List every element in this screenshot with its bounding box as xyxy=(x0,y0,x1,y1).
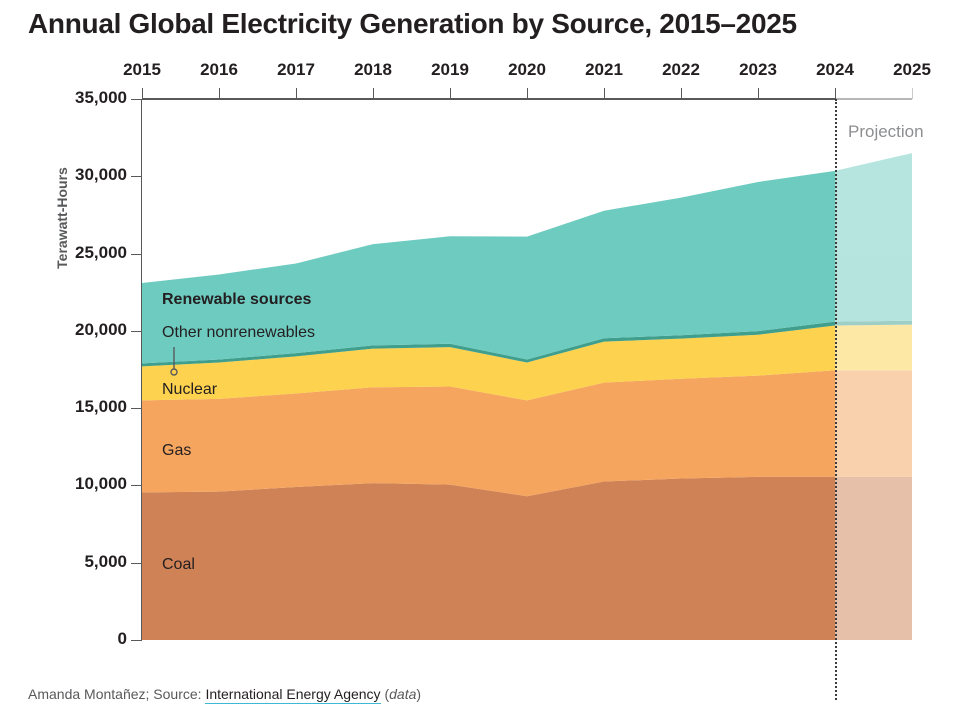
x-axis-tick-label: 2023 xyxy=(739,60,777,79)
y-axis-tick xyxy=(131,640,141,641)
x-axis-tick xyxy=(912,88,913,99)
x-axis-tick xyxy=(296,88,297,99)
area-band-gas xyxy=(142,370,835,497)
x-axis-tick xyxy=(681,88,682,99)
credit-prefix: Amanda Montañez; Source: xyxy=(28,686,206,702)
area-band-coal xyxy=(835,476,912,640)
area-band-renewable-sources xyxy=(835,153,912,322)
series-label-gas: Gas xyxy=(162,442,192,459)
plot-area xyxy=(142,99,912,640)
series-label-renewable-sources: Renewable sources xyxy=(162,291,312,308)
x-axis-tick xyxy=(758,88,759,99)
x-axis-tick-label: 2015 xyxy=(123,60,161,79)
x-axis-tick-label: 2019 xyxy=(431,60,469,79)
credit-suffix-italic: data xyxy=(389,686,417,702)
series-label-coal: Coal xyxy=(162,556,195,573)
x-axis-tick-label: 2018 xyxy=(354,60,392,79)
credit-line: Amanda Montañez; Source: International E… xyxy=(28,686,422,704)
x-axis-tick xyxy=(373,88,374,99)
x-axis-tick xyxy=(142,88,143,99)
x-axis-tick-label: 2016 xyxy=(200,60,238,79)
source-link[interactable]: International Energy Agency xyxy=(205,686,381,704)
y-axis-tick xyxy=(131,176,141,178)
page-title: Annual Global Electricity Generation by … xyxy=(28,8,797,39)
y-axis-tick xyxy=(131,99,141,100)
area-band-gas xyxy=(835,370,912,477)
y-axis-tick xyxy=(131,485,141,487)
y-axis-tick xyxy=(131,330,141,332)
area-band-nuclear xyxy=(835,324,912,371)
y-axis-tick-label: 20,000 xyxy=(75,319,127,339)
area-bands-projection xyxy=(835,153,912,640)
series-label-nuclear: Nuclear xyxy=(162,381,218,398)
area-band-other-nonrenewables xyxy=(835,320,912,326)
area-band-nuclear xyxy=(142,325,835,401)
x-axis-tick xyxy=(219,88,220,99)
x-axis-tick xyxy=(604,88,605,99)
projection-label: Projection xyxy=(848,122,924,141)
projection-divider xyxy=(835,99,837,700)
x-axis-tick-label: 2021 xyxy=(585,60,623,79)
x-axis-labels: 2015 2016 2017 2018 2019 2020 2021 2022 2023 2024… xyxy=(0,60,953,120)
credit-suffix-open: ( xyxy=(384,686,390,702)
area-band-coal xyxy=(142,476,835,640)
other-nonrenewables-leader-line-icon xyxy=(170,347,178,376)
credit-suffix-close: ) xyxy=(416,686,422,702)
y-axis-tick-label: 15,000 xyxy=(75,397,127,417)
x-axis-tick xyxy=(527,88,528,99)
x-axis-tick xyxy=(835,88,836,99)
x-axis-tick-label: 2022 xyxy=(662,60,700,79)
y-axis-tick xyxy=(131,253,141,255)
y-axis-tick-label: 30,000 xyxy=(75,165,127,185)
y-axis-line xyxy=(141,99,142,641)
y-axis-tick-label: 5,000 xyxy=(84,551,127,571)
x-axis-tick-label: 2025 xyxy=(893,60,931,79)
area-band-renewable-sources xyxy=(142,170,835,364)
y-axis-tick-label: 35,000 xyxy=(75,88,127,107)
x-axis-tick-label: 2024 xyxy=(816,60,854,79)
y-axis-tick xyxy=(131,408,141,410)
area-bands-historic xyxy=(142,170,835,640)
x-axis-tick-label: 2017 xyxy=(277,60,315,79)
y-axis-tick-label: 10,000 xyxy=(75,474,127,494)
stacked-area-svg xyxy=(142,153,912,640)
x-axis-line xyxy=(142,98,912,100)
x-axis-tick xyxy=(450,88,451,99)
y-axis-labels: 0 5,000 10,000 15,000 20,000 25,000 30,000 35,0… xyxy=(0,60,141,660)
y-axis-tick-label: 25,000 xyxy=(75,242,127,262)
y-axis-tick xyxy=(131,562,141,564)
series-label-other-nonrenewables: Other nonrenewables xyxy=(162,324,315,341)
y-axis-tick-label: 0 xyxy=(117,629,127,648)
area-band-other-nonrenewables xyxy=(142,321,835,367)
chart-figure: Terawatt-Hours 0 5,000 10,000 15,000 20,000 2… xyxy=(0,60,953,700)
x-axis-tick-label: 2020 xyxy=(508,60,546,79)
x-axis-line-projection xyxy=(835,98,912,100)
